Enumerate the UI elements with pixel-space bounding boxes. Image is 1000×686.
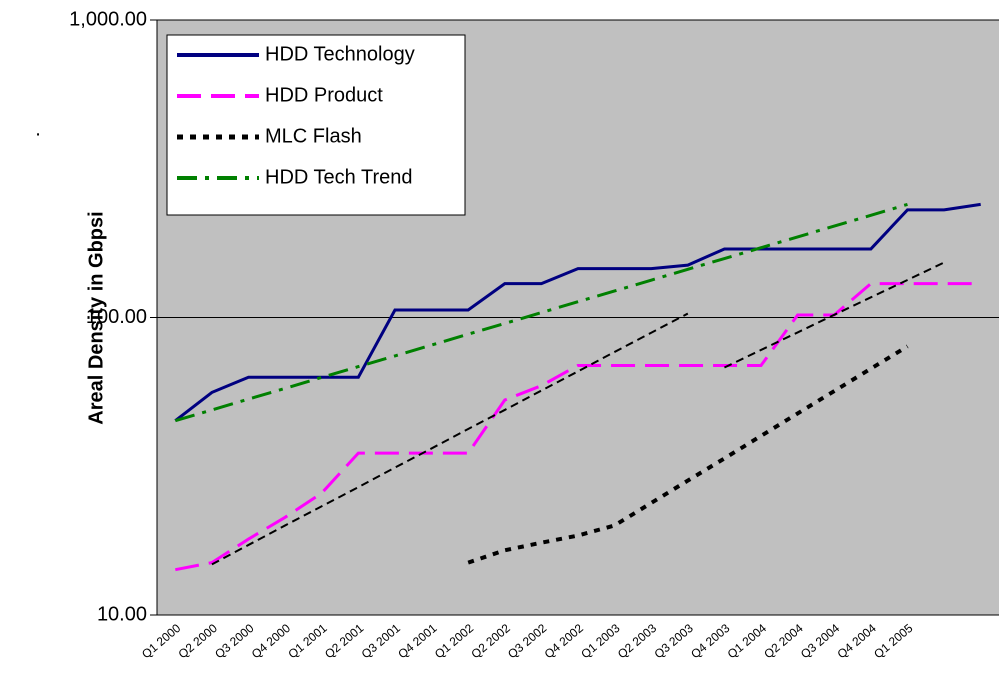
x-tick-label: Q2 2002 (468, 621, 513, 662)
x-tick-label: Q1 2001 (285, 621, 330, 662)
x-tick-label: Q4 2003 (688, 621, 733, 662)
series-line (174, 202, 981, 422)
x-tick-label: Q4 2001 (395, 621, 440, 662)
y-tick-label: 100.00 (86, 306, 147, 328)
x-tick-label: Q2 2004 (761, 621, 806, 662)
x-tick-label: Q3 2002 (505, 621, 550, 662)
legend-label: HDD Product (265, 84, 383, 106)
x-tick-label: Q1 2000 (139, 621, 184, 662)
annotation: . (35, 118, 41, 140)
x-tick-label: Q3 2001 (359, 621, 404, 662)
y-axis-label: Areal Density in Gbpsi (85, 211, 107, 424)
x-tick-label: Q2 2001 (322, 621, 367, 662)
x-tick-label: Q2 2003 (615, 621, 660, 662)
x-tick-label: Q4 2000 (249, 621, 294, 662)
legend-label: HDD Tech Trend (265, 166, 412, 188)
legend-label: MLC Flash (265, 125, 362, 147)
y-tick-label: 1,000.00 (69, 8, 147, 30)
legend-label: HDD Technology (265, 43, 415, 65)
legend-box (166, 34, 466, 216)
legend: HDD Technology HDD Product MLC Flash HDD Te… (166, 34, 466, 216)
series-line (211, 312, 689, 566)
x-tick-label: Q3 2004 (798, 621, 843, 662)
series-line (175, 282, 981, 572)
x-tick-label: Q1 2004 (725, 621, 770, 662)
x-tick-label: Q3 2003 (652, 621, 697, 662)
x-tick-label: Q1 2003 (578, 621, 623, 662)
x-tick-label: Q4 2004 (835, 621, 880, 662)
series-line (174, 202, 908, 423)
x-tick-label: Q3 2000 (212, 621, 257, 662)
x-tick-label: Q4 2002 (542, 621, 587, 662)
series-line (724, 261, 945, 369)
y-tick-label: 10.00 (97, 603, 147, 625)
series-line (467, 344, 909, 565)
x-tick-label: Q1 2005 (871, 621, 916, 662)
x-tick-label: Q1 2002 (432, 621, 477, 662)
x-tick-label: Q2 2000 (176, 621, 221, 662)
